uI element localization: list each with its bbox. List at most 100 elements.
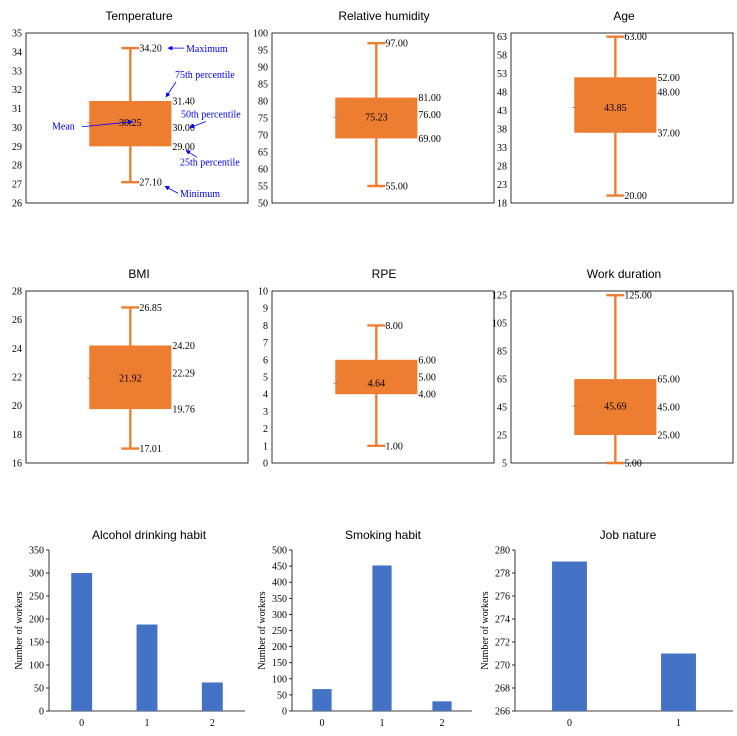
chart-title: Temperature xyxy=(105,9,173,23)
iqr-box xyxy=(335,97,418,139)
y-tick-label: 53 xyxy=(497,69,507,80)
y-tick-label: 3 xyxy=(263,407,268,418)
y-tick-label: 100 xyxy=(272,674,287,685)
y-tick-label: 60 xyxy=(258,165,268,176)
y-tick-label: 26 xyxy=(12,315,22,326)
y-tick-label: 58 xyxy=(497,51,507,62)
plot-frame xyxy=(510,32,734,204)
y-tick-label: 0 xyxy=(39,707,44,718)
q3-label: 6.00 xyxy=(418,355,436,366)
y-tick-label: 31 xyxy=(12,104,22,115)
plot-frame xyxy=(271,32,495,204)
chart-title: Smoking habit xyxy=(345,528,422,542)
min-label: 55.00 xyxy=(385,182,408,193)
mean-label: 75.23 xyxy=(365,113,388,124)
y-tick-label: 48 xyxy=(497,88,507,99)
y-tick-label: 50 xyxy=(34,684,44,695)
y-tick-label: 34 xyxy=(12,47,22,58)
y-tick-label: 6 xyxy=(263,355,268,366)
bar xyxy=(312,689,332,711)
y-tick-label: 28 xyxy=(12,161,22,172)
y-tick-label: 272 xyxy=(495,638,510,649)
median-label: 5.00 xyxy=(418,373,436,384)
y-tick-label: 400 xyxy=(272,578,287,589)
min-label: 27.10 xyxy=(139,178,162,189)
median-label: 22.29 xyxy=(172,368,195,379)
y-tick-label: 9 xyxy=(263,304,268,315)
x-tick-label: 1 xyxy=(676,718,681,729)
annotation-arrow xyxy=(164,185,179,194)
y-tick-label: 50 xyxy=(258,199,268,210)
chart-title: Age xyxy=(613,9,635,23)
y-tick-label: 25 xyxy=(497,431,507,442)
plot-frame xyxy=(25,290,249,464)
y-tick-label: 24 xyxy=(12,344,22,355)
q3-label: 65.00 xyxy=(657,375,680,386)
y-tick-label: 10 xyxy=(258,287,268,298)
annotation-arrow xyxy=(81,119,134,128)
y-tick-label: 270 xyxy=(495,661,510,672)
chart-title: Work duration xyxy=(587,267,661,281)
plot-frame xyxy=(25,32,249,204)
annotation-label: Minimum xyxy=(180,189,220,200)
y-tick-label: 8 xyxy=(263,321,268,332)
chart-panel: Relative humidity 50 55 60 65 70 75 80 85 90 95 100… xyxy=(253,9,495,210)
y-tick-label: 276 xyxy=(495,592,510,603)
y-tick-label: 75 xyxy=(258,114,268,125)
y-tick-label: 105 xyxy=(492,319,507,330)
y-tick-label: 28 xyxy=(497,162,507,173)
q1-label: 4.00 xyxy=(418,390,436,401)
min-label: 1.00 xyxy=(385,441,403,452)
y-tick-label: 280 xyxy=(495,546,510,557)
median-label: 45.00 xyxy=(657,403,680,414)
mean-label: 30.25 xyxy=(119,118,142,129)
y-tick-label: 33 xyxy=(12,66,22,77)
y-tick-label: 278 xyxy=(495,569,510,580)
y-tick-label: 500 xyxy=(272,546,287,557)
mean-label: 43.85 xyxy=(604,103,627,114)
y-tick-label: 350 xyxy=(272,594,287,605)
y-tick-label: 55 xyxy=(258,182,268,193)
chart-title: BMI xyxy=(128,267,149,281)
y-tick-label: 30 xyxy=(12,123,22,134)
x-tick-label: 0 xyxy=(567,718,572,729)
chart-title: Relative humidity xyxy=(338,9,429,23)
y-tick-label: 4 xyxy=(263,390,268,401)
q3-label: 52.00 xyxy=(657,73,680,84)
bar xyxy=(432,701,452,711)
plot-frame xyxy=(510,290,734,464)
y-tick-label: 200 xyxy=(29,615,44,626)
y-tick-label: 150 xyxy=(272,658,287,669)
bar xyxy=(552,561,587,711)
annotation-label: 50th percentile xyxy=(181,109,241,120)
y-tick-label: 0 xyxy=(263,459,268,470)
y-tick-label: 27 xyxy=(12,180,22,191)
bar xyxy=(136,624,158,711)
q1-label: 37.00 xyxy=(657,128,680,139)
y-tick-label: 5 xyxy=(502,459,507,470)
y-tick-label: 63 xyxy=(497,32,507,43)
y-tick-label: 29 xyxy=(12,142,22,153)
chart-panel: Work duration 5 25 45 65 85 105 125 125.00 5.00 65… xyxy=(492,267,734,470)
chart-panel: Age 18 23 28 33 38 43 48 53 58 63 63.00 20.00 52.00 37… xyxy=(497,9,734,210)
annotation-label: Mean xyxy=(52,122,75,133)
y-tick-label: 22 xyxy=(12,373,22,384)
y-tick-label: 65 xyxy=(258,148,268,159)
y-tick-label: 268 xyxy=(495,684,510,695)
max-label: 8.00 xyxy=(385,321,403,332)
y-tick-label: 250 xyxy=(272,626,287,637)
annotation-label: Maximum xyxy=(186,44,228,55)
y-tick-label: 70 xyxy=(258,131,268,142)
y-tick-label: 1 xyxy=(263,441,268,452)
y-tick-label: 100 xyxy=(253,29,268,40)
y-tick-label: 65 xyxy=(497,375,507,386)
chart-panel: Job nature 266 268 270 272 274 276 278 280 0 1 Numb… xyxy=(480,528,733,729)
y-tick-label: 125 xyxy=(492,291,507,302)
bar xyxy=(372,565,392,711)
max-label: 26.85 xyxy=(139,303,162,314)
x-tick-label: 2 xyxy=(440,718,445,729)
chart-title: Job nature xyxy=(600,528,657,542)
q3-label: 31.40 xyxy=(172,97,195,108)
q1-label: 19.76 xyxy=(172,405,195,416)
